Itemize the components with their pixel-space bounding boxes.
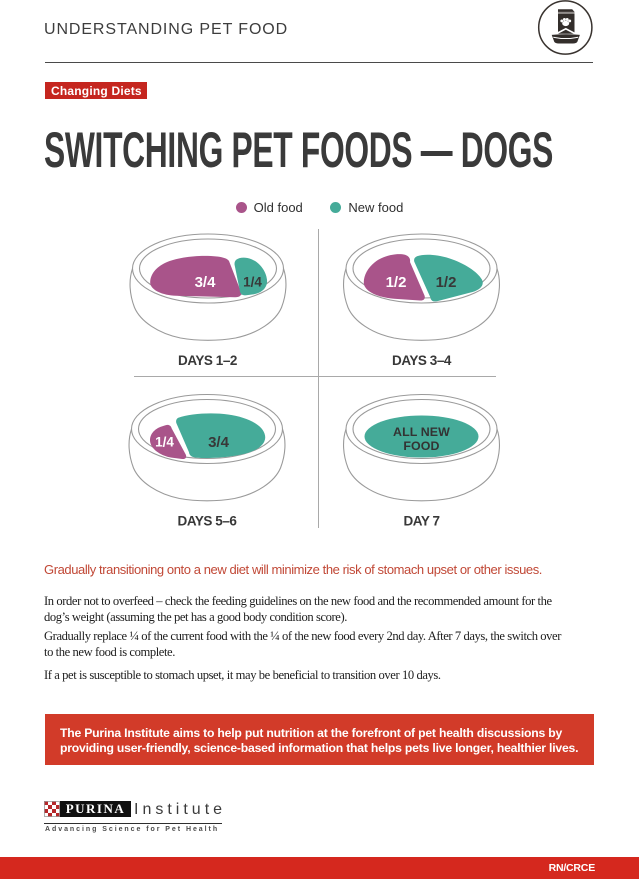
svg-text:3/4: 3/4 [208,434,230,451]
svg-text:1/4: 1/4 [155,435,174,450]
svg-text:1/4: 1/4 [243,275,262,290]
svg-text:ALL NEW: ALL NEW [393,425,450,439]
svg-text:3/4: 3/4 [195,274,217,291]
svg-text:DAYS 1–2: DAYS 1–2 [178,353,237,368]
svg-text:DAY 7: DAY 7 [403,514,439,529]
svg-text:DAYS 3–4: DAYS 3–4 [392,353,452,368]
svg-text:FOOD: FOOD [403,439,439,453]
svg-text:1/2: 1/2 [436,274,457,291]
svg-text:1/2: 1/2 [386,274,407,291]
svg-text:DAYS 5–6: DAYS 5–6 [178,514,238,529]
